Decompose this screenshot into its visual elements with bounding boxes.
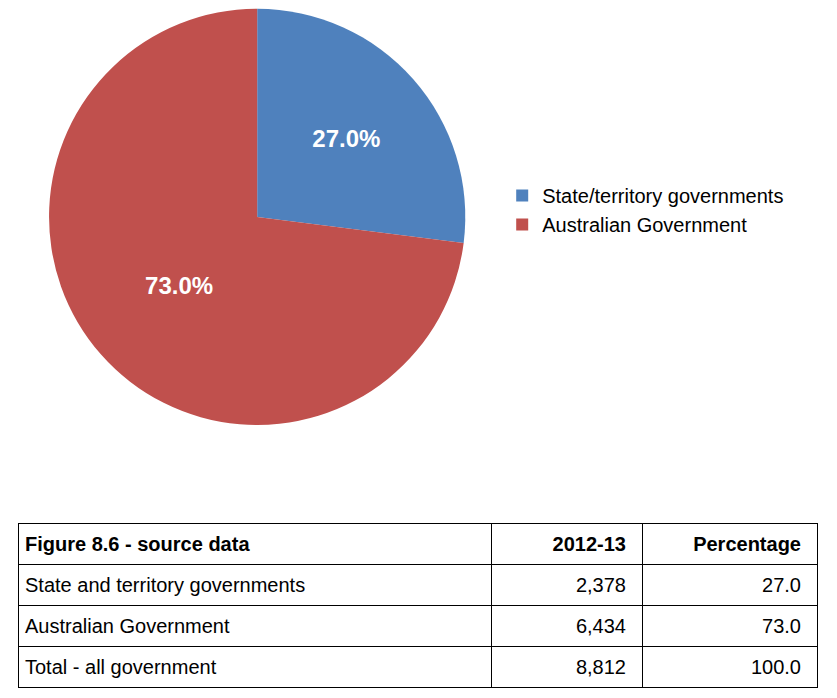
html-text:6,434: 6,434 <box>575 614 626 637</box>
svg-text:73.0%: 73.0% <box>145 272 213 299</box>
html-text:73.0: 73.0 <box>762 614 801 637</box>
html-text:27.0: 27.0 <box>762 573 801 596</box>
html-text:8,812: 8,812 <box>575 655 626 678</box>
svg-text:State/territory governments: State/territory governments <box>542 185 783 207</box>
svg-text:Australian Government: Australian Government <box>542 214 747 236</box>
html-text:Percentage: Percentage <box>693 532 801 555</box>
svg-text:27.0%: 27.0% <box>312 125 380 152</box>
html-text:State and territory government: State and territory governments <box>25 573 306 596</box>
html-text:Figure 8.6 - source data: Figure 8.6 - source data <box>25 532 250 555</box>
html-text:2012-13: 2012-13 <box>552 532 626 555</box>
html-text:Australian Government: Australian Government <box>25 614 230 637</box>
html-text:100.0: 100.0 <box>750 655 801 678</box>
html-text:2,378: 2,378 <box>575 573 626 596</box>
html-text:Total - all government: Total - all government <box>25 655 217 678</box>
